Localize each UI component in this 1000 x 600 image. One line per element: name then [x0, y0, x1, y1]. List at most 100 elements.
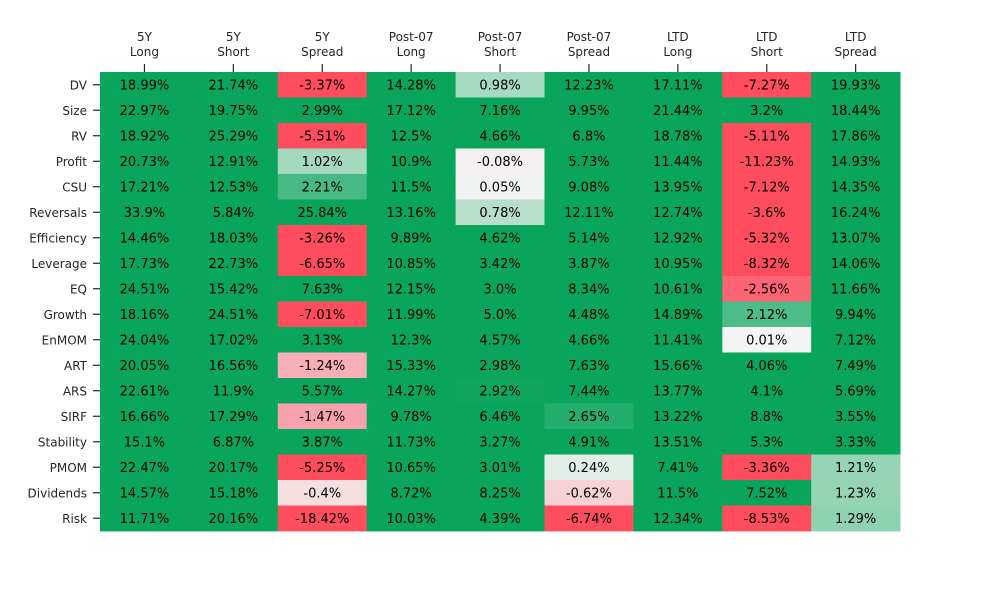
cell-value-label: 10.85% — [386, 257, 436, 272]
heatmap-cell — [811, 454, 901, 481]
row-label: Size — [62, 104, 87, 118]
cell-value-label: 0.98% — [479, 78, 520, 93]
cell-value-label: 10.95% — [653, 257, 703, 272]
heatmap-cell — [366, 378, 456, 404]
cell-value-label: 3.87% — [568, 257, 609, 272]
heatmap-cell — [100, 327, 190, 353]
heatmap-cell — [722, 352, 812, 379]
row-label: Dividends — [28, 486, 87, 500]
heatmap-cell — [633, 378, 723, 404]
heatmap-cell — [188, 454, 279, 481]
heatmap-cell — [722, 174, 812, 200]
heatmap-cell — [633, 225, 723, 251]
cell-value-label: -18.42% — [295, 512, 349, 527]
cell-value-label: 16.56% — [209, 359, 259, 374]
heatmap-cell — [100, 378, 190, 404]
row-label: EQ — [70, 282, 87, 296]
heatmap-cell — [277, 276, 368, 302]
row-label: Efficiency — [29, 231, 87, 245]
row-label: ARS — [63, 384, 87, 398]
cell-value-label: 9.95% — [568, 104, 609, 119]
heatmap-cell — [455, 454, 545, 481]
cell-value-label: 1.29% — [835, 512, 876, 527]
heatmap-cell — [188, 148, 279, 175]
heatmap-cell — [722, 403, 812, 430]
heatmap-cell — [455, 403, 545, 430]
heatmap-cell — [277, 148, 368, 175]
cell-value-label: -7.27% — [744, 78, 790, 93]
cell-value-label: -1.47% — [299, 410, 345, 425]
cell-value-label: 11.66% — [831, 282, 881, 297]
cell-value-label: 17.86% — [831, 129, 881, 144]
cell-value-label: 9.08% — [568, 180, 609, 195]
cell-value-label: 3.42% — [479, 257, 520, 272]
cell-value-label: 7.49% — [835, 359, 876, 374]
row-label: Risk — [62, 512, 87, 526]
cell-value-label: -6.74% — [566, 512, 612, 527]
cell-value-label: 14.27% — [386, 384, 436, 399]
heatmap-cell — [188, 97, 279, 124]
heatmap-cell — [544, 301, 634, 328]
heatmap-cell — [455, 199, 545, 226]
heatmap-cell — [188, 250, 279, 277]
column-header: LTD Spread — [835, 30, 877, 59]
heatmap-cell — [188, 505, 279, 532]
heatmap-cell — [188, 225, 279, 251]
heatmap-cell — [100, 301, 190, 328]
cell-value-label: -8.32% — [744, 257, 790, 272]
heatmap-cell — [100, 97, 190, 124]
heatmap-cell — [544, 250, 634, 277]
row-label: CSU — [62, 180, 87, 194]
cell-value-label: 13.51% — [653, 435, 703, 450]
heatmap-cell — [544, 403, 634, 430]
row-label: PMOM — [50, 461, 87, 475]
cell-value-label: 12.3% — [390, 333, 431, 348]
cell-value-label: 7.52% — [746, 486, 787, 501]
heatmap-cell — [544, 148, 634, 175]
heatmap-cell — [544, 276, 634, 302]
heatmap-cell — [811, 123, 901, 149]
heatmap-cell — [188, 403, 279, 430]
heatmap-cell — [544, 352, 634, 379]
cell-value-label: 15.42% — [209, 282, 259, 297]
cell-value-label: 11.9% — [213, 384, 254, 399]
cell-value-label: 11.5% — [657, 486, 698, 501]
row-label: EnMOM — [42, 333, 87, 347]
heatmap-cell — [544, 378, 634, 404]
column-header: 5Y Short — [217, 30, 249, 59]
cell-value-label: 8.25% — [479, 486, 520, 501]
heatmap-cell — [277, 429, 368, 455]
heatmap-cell — [544, 480, 634, 506]
column-header: Post-07 Spread — [567, 30, 612, 59]
heatmap-cell — [544, 225, 634, 251]
cell-value-label: 25.29% — [209, 129, 259, 144]
heatmap-cell — [277, 225, 368, 251]
cell-value-label: -5.32% — [744, 231, 790, 246]
cell-value-label: 7.16% — [479, 104, 520, 119]
heatmap-cell — [277, 327, 368, 353]
heatmap-cell — [544, 72, 634, 98]
heatmap-cell — [366, 429, 456, 455]
cell-value-label: 17.11% — [653, 78, 703, 93]
cell-value-label: -8.53% — [744, 512, 790, 527]
heatmap-cell — [633, 327, 723, 353]
heatmap-cell — [100, 72, 190, 98]
cell-value-label: 12.34% — [653, 512, 703, 527]
heatmap-cell — [811, 352, 901, 379]
heatmap-cell — [455, 123, 545, 149]
heatmap-cell — [811, 97, 901, 124]
heatmap-cell — [455, 276, 545, 302]
cell-value-label: 4.06% — [746, 359, 787, 374]
cell-value-label: 20.16% — [209, 512, 259, 527]
heatmap-cell — [100, 352, 190, 379]
heatmap-cell — [100, 505, 190, 532]
heatmap-cell — [811, 429, 901, 455]
cell-value-label: 4.66% — [568, 333, 609, 348]
cell-value-label: -7.01% — [299, 308, 345, 323]
heatmap-cell — [722, 454, 812, 481]
cell-value-label: 18.16% — [120, 308, 170, 323]
row-labels: DV Size RV Profit CSU Reversals Efficiency Leve… — [28, 78, 100, 526]
heatmap-cell — [455, 72, 545, 98]
heatmap-cell — [277, 403, 368, 430]
cell-value-label: 20.17% — [209, 461, 259, 476]
